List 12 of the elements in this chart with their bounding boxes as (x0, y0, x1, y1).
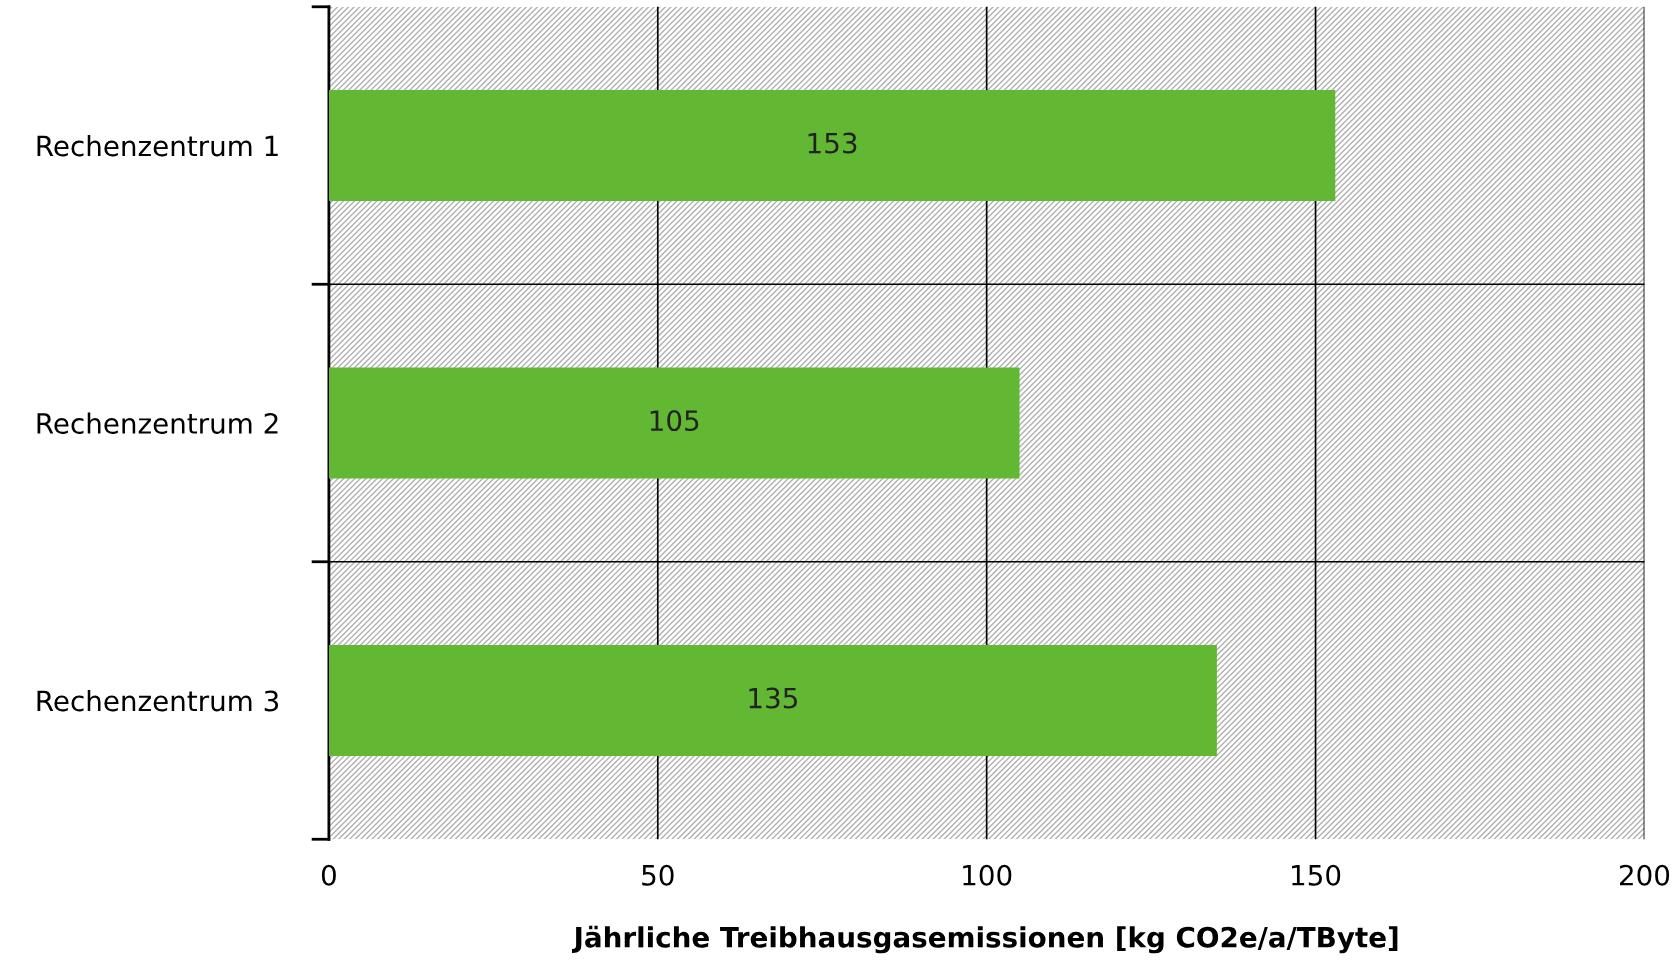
data-label: 153 (808, 132, 857, 154)
data-label: 105 (650, 410, 699, 432)
y-tick-label: Rechenzentrum 1 (37, 134, 278, 157)
y-tick-label: Rechenzentrum 2 (37, 412, 278, 434)
x-tick-label: 0 (321, 864, 336, 886)
data-label: 135 (749, 687, 797, 709)
x-tick-label: 50 (642, 864, 674, 886)
x-axis-title: Jährliche Treibhausgasemissionen [kg CO2e/a/TByte] (572, 925, 1398, 954)
x-tick-label: 150 (1292, 864, 1341, 886)
x-tick-label: 100 (963, 864, 1012, 886)
x-tick-label: 200 (1619, 864, 1670, 886)
y-tick-label: Rechenzentrum 3 (37, 689, 279, 712)
